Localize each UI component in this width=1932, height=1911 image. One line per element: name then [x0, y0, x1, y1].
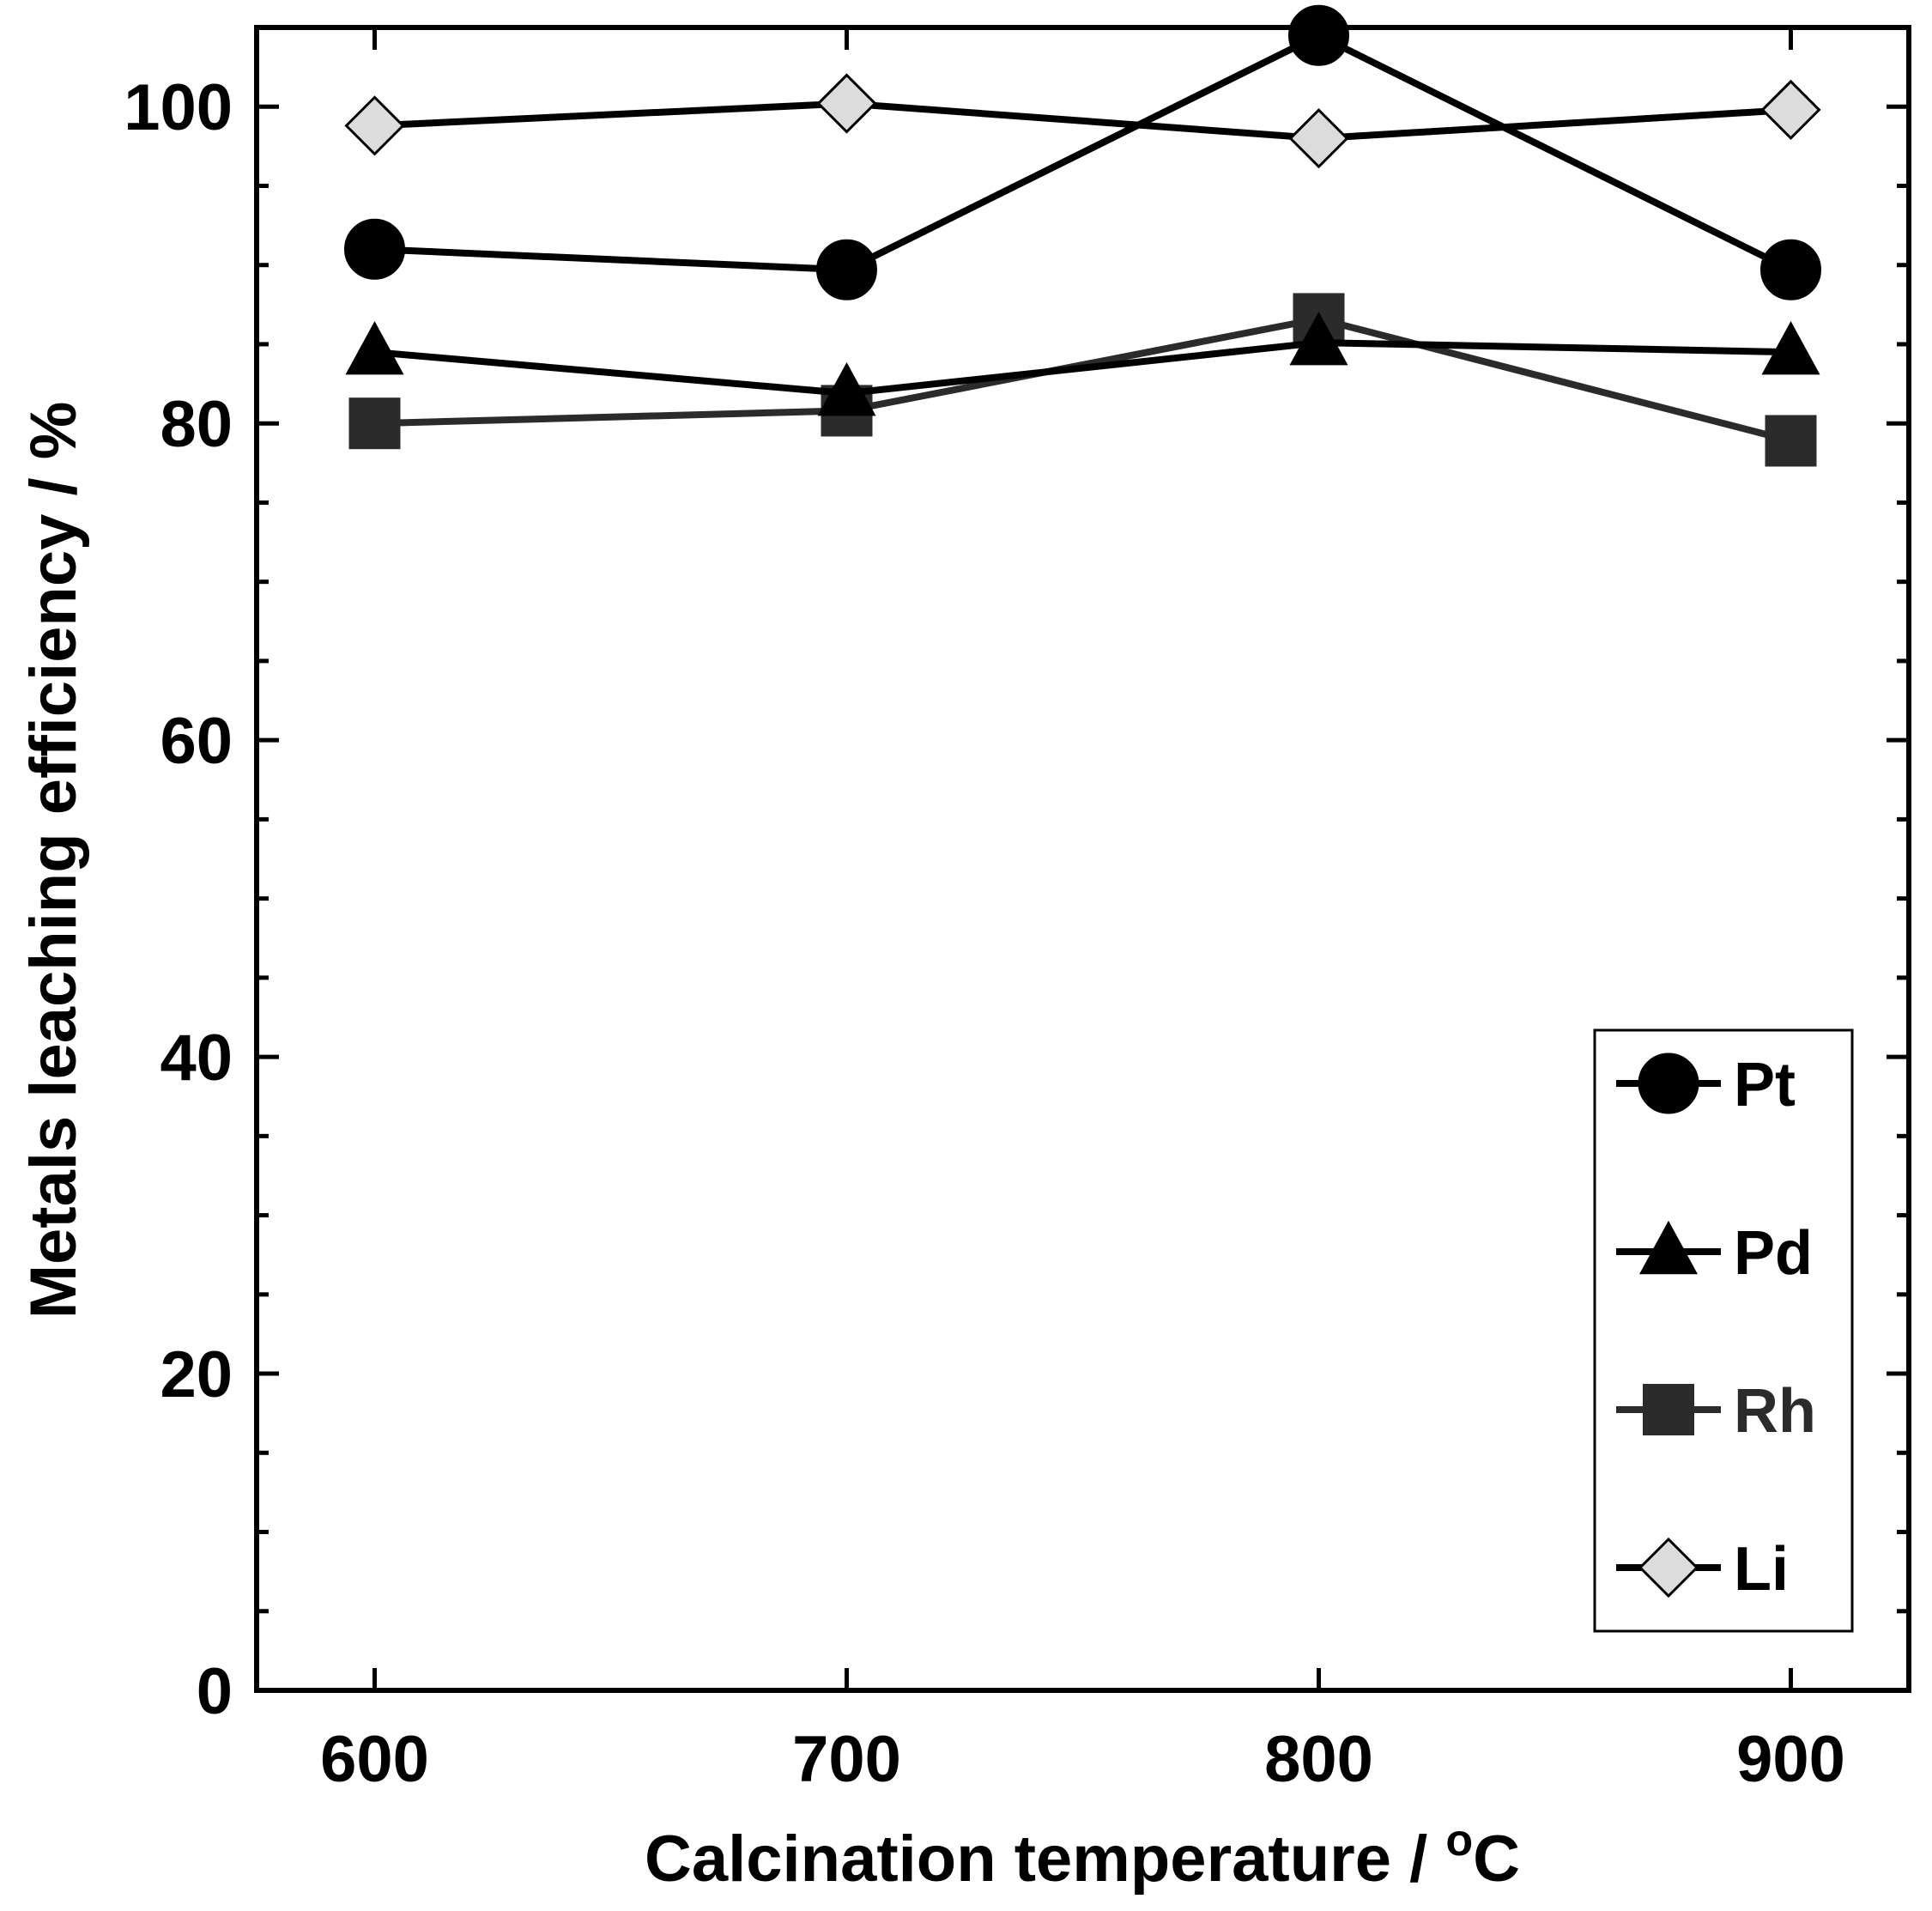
- series-line: [374, 32, 1793, 274]
- y-tick-label: 0: [197, 1655, 233, 1728]
- legend-label: Pd: [1734, 1219, 1813, 1288]
- series-line: [374, 339, 1791, 397]
- x-tick-label: 600: [320, 1723, 429, 1796]
- legend-item-rh: Rh: [1616, 1377, 1816, 1446]
- legend: Pt Pd Rh Li: [1593, 1028, 1854, 1633]
- data-point: [348, 397, 401, 450]
- data-point: [1288, 108, 1349, 169]
- data-point: [344, 218, 405, 280]
- legend-item-pt: Pt: [1616, 1051, 1796, 1119]
- x-axis-label-unit-sup: o: [1445, 1816, 1473, 1866]
- data-point: [816, 239, 877, 300]
- legend-box: [1593, 1028, 1854, 1633]
- x-axis-label: Calcination temperature / oC: [645, 1816, 1520, 1896]
- data-point: [1638, 1220, 1699, 1275]
- x-tick-label: 900: [1736, 1723, 1845, 1796]
- data-point: [817, 362, 876, 416]
- legend-item-pd: Pd: [1616, 1219, 1813, 1288]
- y-tick-label: 20: [160, 1338, 233, 1411]
- data-point: [1638, 1537, 1699, 1599]
- legend-label: Li: [1734, 1535, 1789, 1604]
- series-line: [374, 100, 1791, 143]
- y-tick-label: 60: [160, 705, 233, 778]
- series-layer: [344, 4, 1821, 467]
- data-point: [1760, 239, 1821, 300]
- data-point: [1289, 311, 1348, 366]
- y-tick-label: 80: [160, 388, 233, 461]
- data-point: [345, 321, 404, 375]
- data-point: [1643, 1384, 1694, 1435]
- legend-label: Rh: [1734, 1377, 1816, 1446]
- y-tick-label: 40: [160, 1022, 233, 1095]
- legend-item-li: Li: [1616, 1535, 1789, 1604]
- y-tick-label: 100: [124, 71, 233, 144]
- legend-label: Pt: [1734, 1051, 1796, 1119]
- data-point: [816, 73, 877, 134]
- data-point: [1288, 4, 1349, 66]
- x-tick-label: 700: [792, 1723, 901, 1796]
- x-axis-label-unit: C: [1473, 1823, 1520, 1896]
- x-axis-label-text: Calcination temperature /: [645, 1823, 1445, 1896]
- series-pd: [345, 311, 1820, 416]
- series-pt: [344, 4, 1821, 300]
- data-point: [1638, 1053, 1699, 1114]
- x-tick-label: 800: [1264, 1723, 1373, 1796]
- data-point: [1760, 79, 1821, 141]
- data-point: [344, 95, 405, 156]
- data-point: [1761, 321, 1820, 375]
- data-point: [1765, 415, 1817, 467]
- series-li: [344, 73, 1821, 169]
- tick-labels: 0 20 40 60 80 100 600 700 800 900: [124, 71, 1845, 1796]
- plot-frame: [254, 25, 1911, 1693]
- y-axis-label: Metals leaching efficiency / %: [17, 402, 90, 1320]
